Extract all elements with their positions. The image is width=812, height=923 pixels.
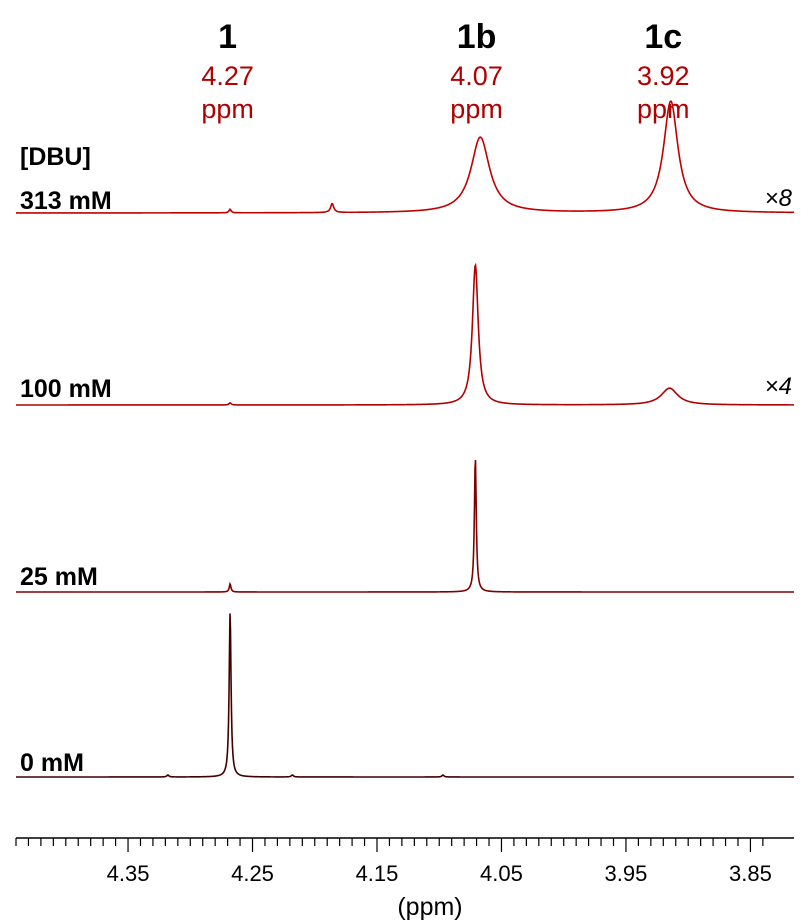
spectrum-trace: 25 mM [16,459,794,593]
peak-label-shift: 4.07 [450,61,503,91]
x-tick-label: 3.85 [729,861,772,886]
peak-label-shift: 3.92 [637,61,690,91]
spectrum-traces: 313 mM ×8 100 mM ×4 25 mM 0 mM [16,100,795,778]
spectrum-line [16,613,794,778]
peak-label-unit: ppm [637,94,690,124]
x-tick-label: 4.15 [356,861,399,886]
scale-multiplier: ×4 [765,373,792,400]
trace-label: 25 mM [20,563,98,591]
x-tick-label: 4.35 [107,861,150,886]
x-tick-label: 3.95 [605,861,648,886]
spectrum-line [16,262,794,406]
x-tick-label: 4.25 [231,861,274,886]
trace-label: 100 mM [20,375,112,403]
peak-label-name: 1 [218,18,237,56]
peak-label-shift: 4.27 [201,61,254,91]
x-tick-label: 4.05 [480,861,523,886]
scale-multiplier: ×8 [765,185,793,212]
x-axis: 4.35 4.25 4.15 4.05 3.95 3.85 [15,837,794,886]
peak-label-unit: ppm [450,94,503,124]
spectrum-line [16,100,795,214]
trace-label: 0 mM [20,749,84,777]
peak-label-unit: ppm [201,94,254,124]
spectrum-trace: 100 mM ×4 [16,262,794,406]
trace-label: 313 mM [20,187,112,215]
stack-label: [DBU] [20,143,91,171]
spectrum-line [16,459,794,593]
spectrum-trace: 313 mM ×8 [16,100,795,215]
peak-label-name: 1b [457,18,497,56]
x-axis-title: (ppm) [397,893,462,921]
spectrum-trace: 0 mM [16,613,794,778]
peak-label-name: 1c [644,18,682,56]
